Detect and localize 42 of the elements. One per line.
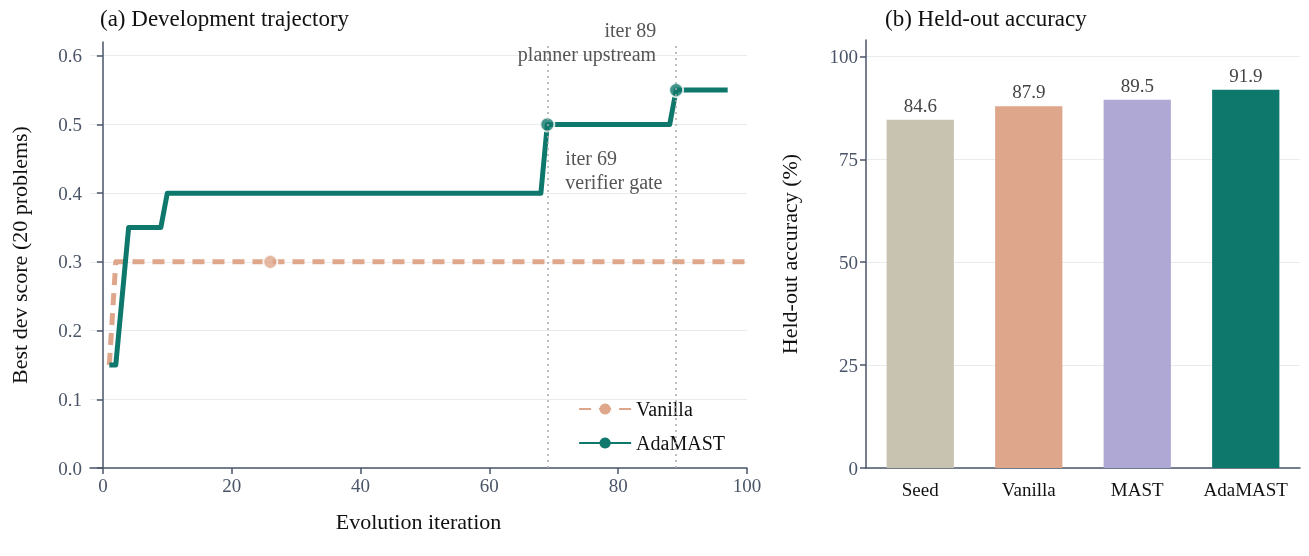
bar [995, 106, 1063, 468]
y-tick-label: 0.5 [58, 113, 82, 135]
data-label: 89.5 [1120, 74, 1154, 96]
chart-title: (b) Held-out accuracy [885, 6, 1088, 31]
y-tick-label: 0.6 [58, 45, 82, 67]
x-tick-label: 20 [222, 475, 242, 496]
x-tick-label: Vanilla [1001, 479, 1057, 500]
x-tick-label: Seed [901, 479, 940, 500]
y-tick-label: 100 [829, 45, 858, 67]
bar [1212, 89, 1280, 468]
y-axis-title: Held-out accuracy (%) [776, 153, 802, 355]
y-tick-label: 50 [839, 251, 858, 273]
x-tick-label: 40 [351, 475, 371, 496]
y-tick-label: 0.1 [58, 388, 82, 410]
bar [886, 119, 954, 468]
y-tick-label: 25 [839, 354, 858, 376]
x-axis-title: Evolution iteration [335, 508, 502, 534]
y-tick-label: 0.3 [58, 251, 82, 273]
data-label: 84.6 [903, 94, 937, 116]
data-label: 87.9 [1012, 81, 1046, 103]
data-label: 91.9 [1229, 64, 1263, 86]
legend-label: Vanilla [636, 398, 693, 420]
y-tick-label: 75 [839, 148, 858, 170]
x-tick-label: 0 [98, 475, 108, 496]
x-tick-label: 60 [479, 475, 499, 496]
y-tick-label: 0 [848, 457, 858, 479]
y-tick-label: 0.2 [58, 320, 82, 342]
annotation: iter 69 verifier gate [565, 147, 663, 195]
x-tick-label: AdaMAST [1203, 479, 1289, 500]
x-tick-label: 80 [608, 475, 628, 496]
point [262, 253, 279, 270]
y-tick-label: 0.4 [58, 182, 83, 204]
legend-label: AdaMAST [636, 432, 725, 454]
chart-title: (a) Development trajectory [100, 6, 350, 31]
y-axis-title: Best dev score (20 problems) [6, 126, 32, 384]
annotation: iter 89 planner upstream [517, 19, 657, 67]
x-tick-label: MAST [1110, 479, 1165, 500]
y-tick-label: 0.0 [58, 457, 82, 479]
x-tick-label: 100 [732, 475, 762, 496]
point [539, 116, 556, 133]
bar [1103, 99, 1171, 468]
point [668, 82, 685, 99]
